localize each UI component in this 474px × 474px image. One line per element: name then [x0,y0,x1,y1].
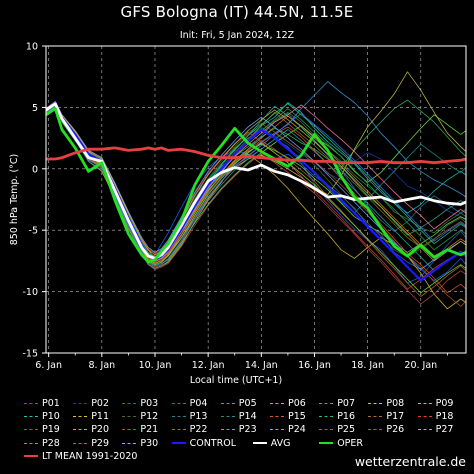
legend-swatch [252,442,267,445]
y-tick-label: 10 [26,42,38,53]
legend-swatch [270,416,284,418]
legend-label: OPER [337,437,363,449]
legend-label: P23 [238,424,257,436]
series-line-oper [45,107,467,264]
legend-label: P09 [435,398,454,409]
x-tick-label: 6. Jan [35,360,62,371]
legend-label: P03 [140,398,159,409]
legend-label: CONTROL [189,437,236,449]
legend-label: P29 [91,437,110,449]
y-tick-label: -15 [22,349,38,360]
legend-swatch [24,455,38,458]
legend-swatch [171,442,186,445]
x-tick-label: 20. Jan [404,360,437,371]
x-tick-label: 16. Jan [298,360,331,371]
axes: 10 5 0 -5 -10 -156. Jan 8. Jan 10. Jan 12. Jan 14… [9,42,467,386]
legend-swatch [73,416,88,418]
legend-label: P15 [288,411,306,423]
legend-label: P16 [337,411,356,423]
legend-swatch [220,403,235,404]
legend-swatch [73,429,88,431]
legend-swatch [24,442,38,444]
legend-swatch [270,403,284,404]
legend-label: P10 [42,411,60,423]
legend-swatch [417,403,432,404]
legend-swatch [122,416,137,418]
legend-label: P07 [337,398,356,409]
legend-label: P18 [435,411,454,423]
legend-label: P06 [288,398,306,409]
legend-swatch [171,403,186,404]
legend-label: P27 [435,424,454,436]
legend-swatch [368,403,383,404]
y-tick-label: 5 [32,103,38,114]
legend-swatch [73,442,88,444]
legend-label: P12 [140,411,159,423]
legend-swatch [171,416,186,418]
legend-label: P30 [140,437,159,449]
legend-label: P24 [288,424,306,436]
y-axis-label: 850 hPa Temp. (°C) [9,154,20,245]
series-lines [45,71,467,310]
legend-swatch [220,429,235,431]
legend-swatch [319,403,334,404]
legend-swatch [24,403,38,404]
legend-swatch [220,416,235,418]
legend-label: P08 [386,398,405,409]
legend-swatch [417,416,432,418]
legend-swatch [319,416,334,418]
legend-label: P28 [42,437,60,449]
y-tick-label: -10 [22,287,38,298]
legend-swatch [122,442,137,444]
series-line-lt-mean-1991-2020 [46,146,467,165]
y-tick-label: -5 [29,226,38,237]
legend-label: P26 [386,424,405,436]
x-tick-label: 14. Jan [245,360,278,371]
legend-swatch [417,429,432,431]
legend-swatch [319,442,334,445]
x-tick-label: 10. Jan [139,360,172,371]
legend-swatch [368,429,383,431]
legend-swatch [73,403,88,404]
legend-label: P04 [189,398,208,409]
x-tick-label: 8. Jan [88,360,115,371]
x-tick-label: 12. Jan [192,360,225,371]
legend-label: LT MEAN 1991-2020 [42,450,138,462]
legend-label: P05 [238,398,257,409]
legend-label: P17 [386,411,405,423]
legend-swatch [368,416,383,418]
chart-subtitle: Init: Fri, 5 Jan 2024, 12Z [179,30,295,41]
legend-label: P19 [42,424,60,436]
legend-swatch [24,429,38,431]
legend-label: P22 [189,424,208,436]
legend-label: P11 [91,411,110,423]
series-line-avg [45,102,467,260]
legend-label: P25 [337,424,356,436]
legend-label: P21 [140,424,159,436]
legend-label: AVG [270,437,291,449]
legend-label: P02 [91,398,110,409]
plot-frame [45,45,467,354]
chart-title: GFS Bologna (IT) 44.5N, 11.5E [120,3,354,21]
legend-swatch [171,429,186,431]
legend-label: P01 [42,398,60,409]
legend-label: P14 [238,411,257,423]
legend-swatch [122,429,137,431]
legend-swatch [270,429,284,431]
legend-swatch [24,416,38,418]
brand-label: wetterzentrale.de [354,454,466,469]
x-tick-label: 18. Jan [351,360,384,371]
legend-swatch [122,403,137,404]
legend-label: P20 [91,424,110,436]
y-tick-label: 0 [32,164,38,175]
legend-swatch [319,429,334,431]
legend-label: P13 [189,411,208,423]
x-axis-label: Local time (UTC+1) [190,375,282,386]
